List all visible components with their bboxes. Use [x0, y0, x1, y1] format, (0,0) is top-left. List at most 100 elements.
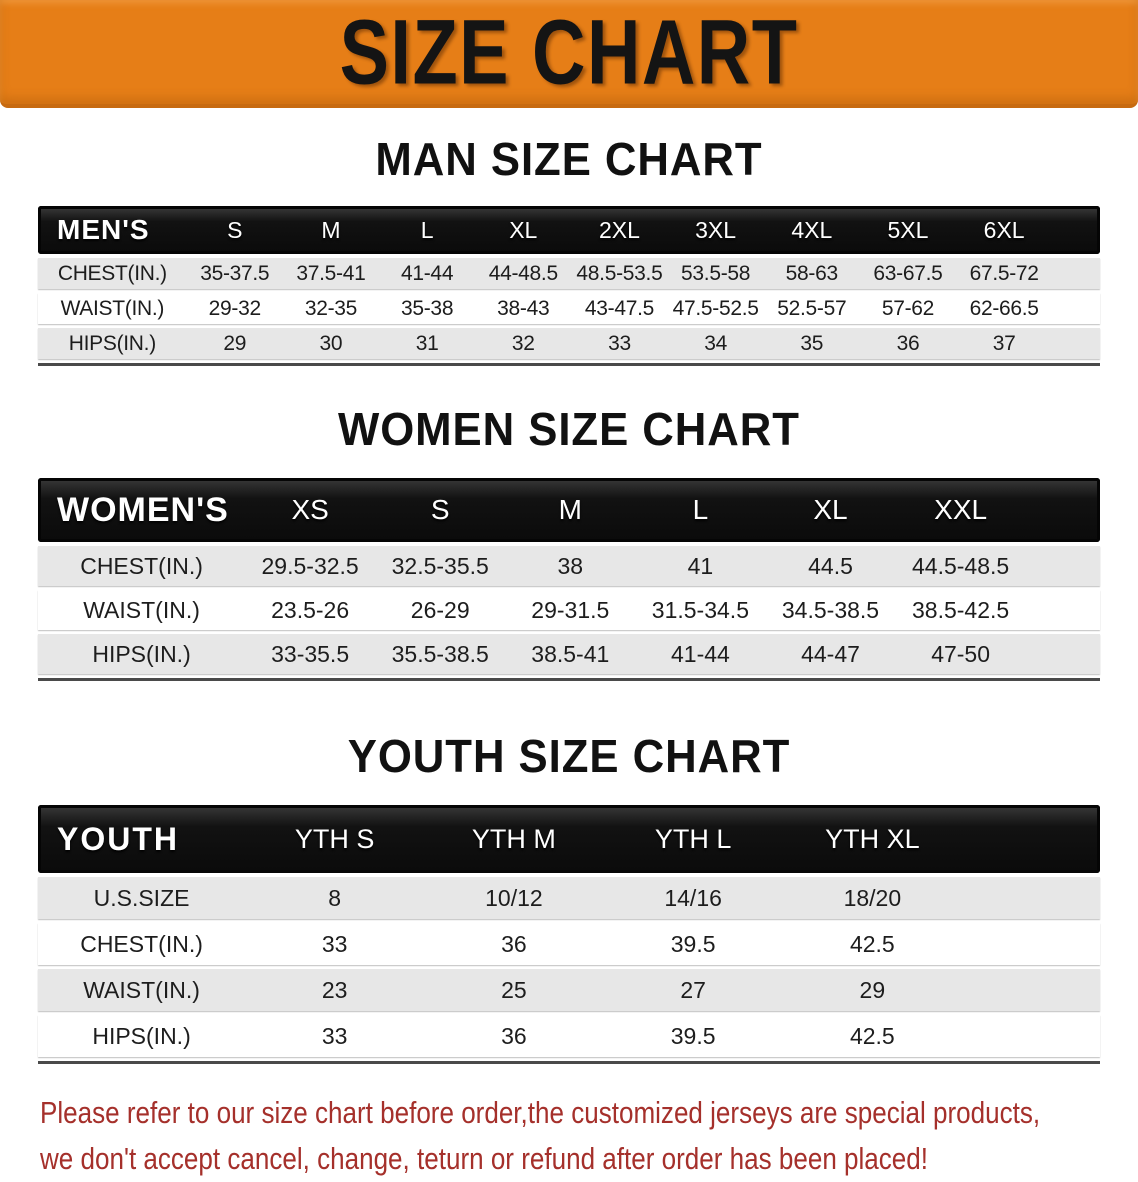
size-value: 43-47.5 [584, 296, 654, 320]
size-value: 33 [608, 331, 631, 355]
size-value: 29.5-32.5 [261, 552, 359, 579]
size-value: 31.5-34.5 [651, 596, 749, 623]
size-value: 8 [328, 884, 342, 911]
women-size-section: WOMEN SIZE CHART WOMEN'S XS S M L XL XXL CHEST(… [0, 406, 1138, 681]
size-value: 29-32 [208, 296, 262, 320]
size-chart-banner: SIZE CHART [0, 0, 1138, 108]
size-column-header: XXL [895, 478, 1026, 542]
size-value: 31 [415, 331, 439, 355]
header-filler [1052, 206, 1100, 254]
size-value: 29 [223, 331, 247, 355]
size-chart-body: MAN SIZE CHART MEN'S S M L XL 2XL 3XL 4XL 5XL 6XL… [0, 136, 1138, 1182]
size-value: 32-35 [304, 296, 358, 320]
size-value: 25 [501, 976, 527, 1003]
size-value: 38 [557, 552, 584, 579]
size-column-header: 5XL [859, 206, 957, 254]
measurement-row-label: U.S.SIZE [93, 884, 190, 911]
size-value: 30 [319, 331, 343, 355]
size-column-header: S [186, 206, 283, 254]
size-value: 36 [501, 1022, 527, 1049]
size-column-header: L [379, 206, 476, 254]
size-value: 23.5-26 [271, 596, 350, 623]
size-value: 39.5 [670, 1022, 716, 1049]
size-value: 47-50 [931, 640, 991, 667]
size-value: 38-43 [497, 296, 550, 320]
size-value: 33-35.5 [271, 640, 350, 667]
men-chart-title: MAN SIZE CHART [375, 133, 763, 185]
size-value: 67.5-72 [969, 261, 1039, 285]
size-value: 26-29 [410, 596, 470, 623]
row-filler [1052, 258, 1100, 289]
size-value: 36 [896, 331, 920, 355]
measurement-row-label: WAIST(IN.) [60, 296, 165, 320]
women-size-table: WOMEN'S XS S M L XL XXL CHEST(IN.) 29.5-32.5 32.5… [38, 474, 1100, 681]
size-column-header: 3XL [667, 206, 764, 254]
size-value: 29 [859, 976, 886, 1003]
row-filler [962, 877, 1100, 919]
table-corner-label: YOUTH [38, 805, 246, 873]
size-column-header: S [375, 478, 506, 542]
size-value: 37 [992, 331, 1016, 355]
size-value: 63-67.5 [873, 261, 943, 285]
measurement-row-label: WAIST(IN.) [83, 976, 200, 1003]
size-value: 41-44 [670, 640, 730, 667]
size-column-header: M [505, 478, 636, 542]
size-column-header: M [282, 206, 380, 254]
youth-size-section: YOUTH SIZE CHART YOUTH YTH S YTH M YTH L YTH… [0, 733, 1138, 1064]
women-table-wrap: WOMEN'S XS S M L XL XXL CHEST(IN.) 29.5-32.5 32.5… [0, 474, 1138, 681]
row-filler [962, 923, 1100, 965]
youth-size-table: YOUTH YTH S YTH M YTH L YTH XL U.S.SIZE 8 10/12… [38, 801, 1100, 1064]
measurement-row-label: WAIST(IN.) [83, 596, 200, 623]
size-value: 35-38 [400, 296, 454, 320]
banner-title: SIZE CHART [339, 0, 799, 104]
size-value: 35-37.5 [200, 261, 270, 285]
men-table-wrap: MEN'S S M L XL 2XL 3XL 4XL 5XL 6XL CHEST(IN.) 35-37… [0, 202, 1138, 366]
size-value: 41-44 [400, 261, 454, 285]
size-value: 14/16 [664, 884, 722, 911]
size-value: 34.5-38.5 [781, 596, 880, 623]
size-value: 38.5-42.5 [912, 596, 1010, 623]
header-filler [961, 805, 1100, 873]
measurement-row-label: HIPS(IN.) [92, 640, 191, 667]
youth-table-wrap: YOUTH YTH S YTH M YTH L YTH XL U.S.SIZE 8 10/12… [0, 801, 1138, 1064]
size-value: 48.5-53.5 [576, 261, 663, 285]
measurement-row-label: HIPS(IN.) [92, 1022, 191, 1049]
size-value: 41 [687, 552, 714, 579]
table-corner-label: MEN'S [38, 206, 187, 254]
size-value: 33 [321, 1022, 348, 1049]
size-value: 52.5-57 [777, 296, 847, 320]
size-value: 33 [321, 930, 348, 957]
order-disclaimer: Please refer to our size chart before or… [40, 1090, 1138, 1182]
table-corner-label: WOMEN'S [38, 478, 246, 542]
disclaimer-line-1: Please refer to our size chart before or… [40, 1095, 1041, 1130]
size-value: 39.5 [670, 930, 716, 957]
size-value: 35.5-38.5 [391, 640, 489, 667]
size-column-header: 4XL [763, 206, 860, 254]
size-value: 32.5-35.5 [391, 552, 489, 579]
size-column-header: XL [475, 206, 572, 254]
size-value: 27 [680, 976, 706, 1003]
size-value: 44.5-48.5 [912, 552, 1010, 579]
size-value: 42.5 [849, 930, 895, 957]
size-value: 32 [511, 331, 535, 355]
size-column-header: XL [765, 478, 896, 542]
row-filler [1026, 546, 1100, 586]
row-filler [1026, 590, 1100, 630]
row-filler [1052, 328, 1100, 359]
size-value: 42.5 [849, 1022, 895, 1049]
disclaimer-line-2: we don't accept cancel, change, teturn o… [40, 1141, 929, 1176]
size-value: 35 [800, 331, 824, 355]
measurement-row-label: CHEST(IN.) [57, 261, 167, 285]
size-column-header: YTH M [424, 805, 604, 873]
size-value: 10/12 [485, 884, 543, 911]
measurement-row-label: CHEST(IN.) [80, 552, 203, 579]
size-value: 36 [501, 930, 527, 957]
size-value: 38.5-41 [531, 640, 610, 667]
measurement-row-label: HIPS(IN.) [68, 331, 156, 355]
size-column-header: L [635, 478, 766, 542]
size-column-header: 2XL [571, 206, 668, 254]
size-value: 29-31.5 [531, 596, 610, 623]
youth-chart-title: YOUTH SIZE CHART [347, 730, 791, 782]
row-filler [1026, 634, 1100, 674]
size-value: 58-63 [785, 261, 839, 285]
